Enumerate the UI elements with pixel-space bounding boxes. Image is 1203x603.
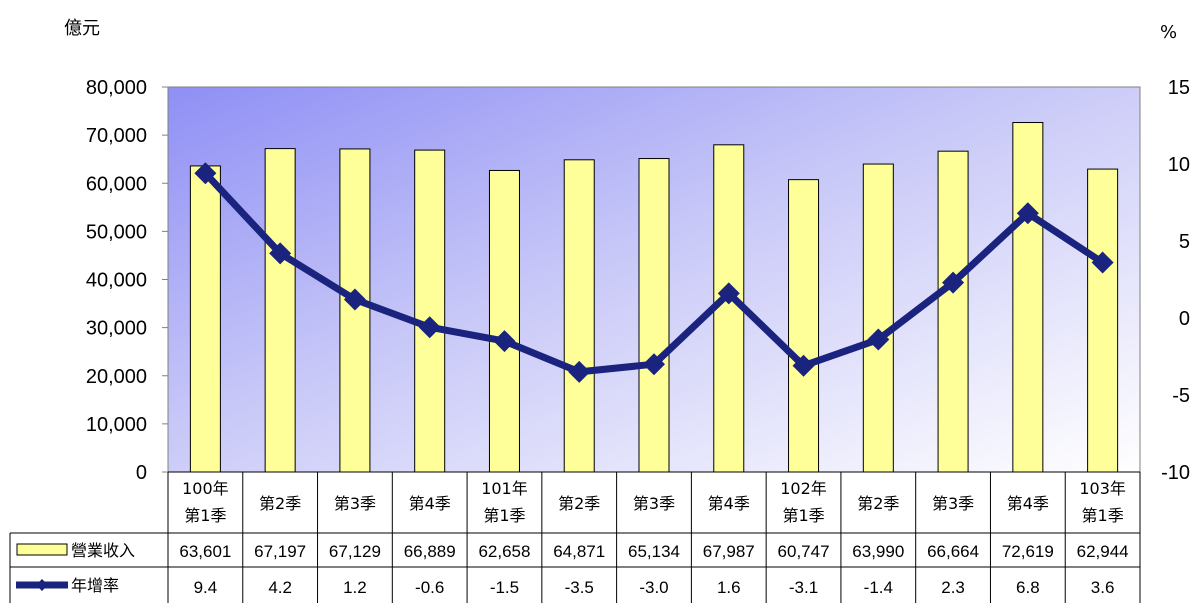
growth-cell: 1.2 <box>343 578 367 597</box>
growth-cell: 4.2 <box>268 578 292 597</box>
category-label: 第2季 <box>857 494 899 513</box>
growth-point <box>269 242 292 265</box>
category-label: 第4季 <box>409 494 451 513</box>
growth-cell: 1.6 <box>717 578 741 597</box>
category-label: 第1季 <box>483 506 525 525</box>
growth-point <box>717 282 740 305</box>
growth-point <box>568 360 591 383</box>
growth-legend-label: 年增率 <box>71 576 119 595</box>
right-tick-label: 10 <box>1168 154 1190 176</box>
category-label: 第2季 <box>259 494 301 513</box>
revenue-legend-label: 營業收入 <box>71 541 135 560</box>
growth-cell: -3.0 <box>639 578 668 597</box>
right-tick-label: -5 <box>1172 385 1190 407</box>
revenue-bar <box>189 165 221 473</box>
category-label: 第2季 <box>558 494 600 513</box>
right-tick-label: 5 <box>1179 231 1190 253</box>
revenue-cell: 67,197 <box>254 542 306 561</box>
revenue-bar <box>937 150 969 473</box>
category-label: 第1季 <box>184 506 226 525</box>
revenue-legend-key <box>16 543 68 556</box>
revenue-cell: 60,747 <box>778 542 830 561</box>
revenue-bar <box>563 159 595 473</box>
growth-point <box>942 271 965 294</box>
category-label: 第3季 <box>932 494 974 513</box>
revenue-bar <box>862 163 894 473</box>
revenue-cell: 63,601 <box>179 542 231 561</box>
right-tick-label: -10 <box>1161 462 1190 484</box>
category-label: 第3季 <box>633 494 675 513</box>
growth-cell: -0.6 <box>415 578 444 597</box>
revenue-cell: 62,944 <box>1077 542 1129 561</box>
left-tick-label: 10,000 <box>86 414 147 436</box>
growth-point <box>343 288 366 311</box>
revenue-bar <box>414 149 446 473</box>
revenue-cell: 64,871 <box>553 542 605 561</box>
growth-point <box>1091 251 1114 274</box>
revenue-cell: 66,889 <box>404 542 456 561</box>
left-tick-label: 60,000 <box>86 173 147 195</box>
revenue-cell: 63,990 <box>852 542 904 561</box>
revenue-bar <box>488 169 520 473</box>
left-tick-label: 0 <box>136 462 147 484</box>
left-axis-unit: 億元 <box>64 18 100 39</box>
revenue-cell: 62,658 <box>478 542 530 561</box>
category-label: 100年 <box>182 479 229 498</box>
category-label: 第3季 <box>334 494 376 513</box>
growth-cell: -1.4 <box>864 578 893 597</box>
growth-point <box>194 162 217 185</box>
growth-cell: 9.4 <box>194 578 218 597</box>
revenue-cell: 72,619 <box>1002 542 1054 561</box>
growth-cell: -1.5 <box>490 578 519 597</box>
growth-point <box>493 330 516 353</box>
revenue-bar <box>1012 122 1044 473</box>
right-tick-label: 0 <box>1179 308 1190 330</box>
left-tick-label: 50,000 <box>86 221 147 243</box>
category-label: 第4季 <box>708 494 750 513</box>
growth-cell: 2.3 <box>941 578 965 597</box>
revenue-bar <box>1087 168 1119 473</box>
left-tick-label: 20,000 <box>86 366 147 388</box>
category-label: 102年 <box>780 479 827 498</box>
growth-point <box>792 354 815 377</box>
growth-cell: -3.1 <box>789 578 818 597</box>
growth-cell: 6.8 <box>1016 578 1040 597</box>
growth-cell: -3.5 <box>565 578 594 597</box>
category-label: 第1季 <box>1082 506 1124 525</box>
revenue-bar <box>264 148 296 473</box>
growth-cell: 3.6 <box>1091 578 1115 597</box>
left-tick-label: 30,000 <box>86 318 147 340</box>
right-tick-label: 15 <box>1168 77 1190 99</box>
revenue-cell: 67,129 <box>329 542 381 561</box>
left-tick-label: 40,000 <box>86 270 147 292</box>
left-tick-label: 70,000 <box>86 125 147 147</box>
growth-point <box>867 328 890 351</box>
growth-point <box>643 353 665 376</box>
growth-line <box>194 162 1114 383</box>
category-label: 103年 <box>1079 479 1126 498</box>
revenue-bar <box>788 179 820 473</box>
revenue-cell: 66,664 <box>927 542 979 561</box>
category-label: 101年 <box>481 479 528 498</box>
revenue-cell: 65,134 <box>628 542 680 561</box>
left-axis: 0 10,000 20,000 30,000 40,000 50,000 60,000 70,… <box>86 77 168 484</box>
revenue-bar <box>638 158 670 473</box>
revenue-bars <box>189 122 1119 473</box>
right-axis: -10 -5 0 5 10 15 <box>1161 77 1190 484</box>
category-label: 第1季 <box>782 506 824 525</box>
revenue-cell: 67,987 <box>703 542 755 561</box>
right-axis-unit: % <box>1160 22 1177 43</box>
revenue-bar <box>713 144 745 473</box>
growth-legend-marker <box>36 579 48 591</box>
growth-point <box>1016 202 1039 225</box>
left-tick-label: 80,000 <box>86 77 147 99</box>
growth-point <box>418 316 441 339</box>
category-label: 第4季 <box>1007 494 1049 513</box>
